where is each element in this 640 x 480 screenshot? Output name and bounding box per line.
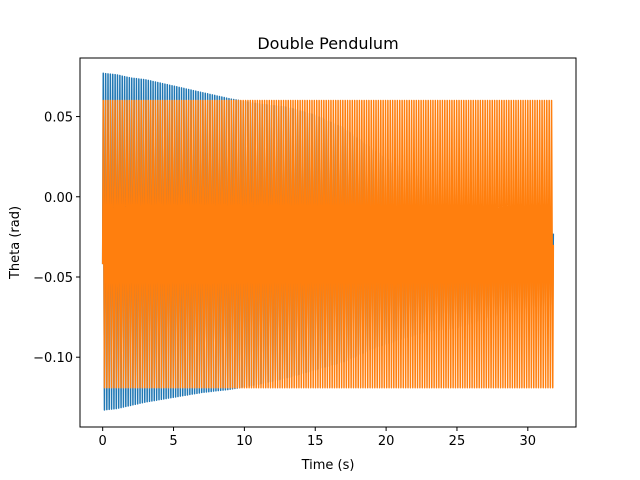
chart-title: Double Pendulum bbox=[257, 34, 398, 53]
y-tick-label: −0.05 bbox=[33, 271, 73, 286]
x-axis-label: Time (s) bbox=[301, 458, 355, 473]
x-tick-label: 10 bbox=[236, 434, 253, 449]
plot-area bbox=[101, 72, 555, 411]
x-tick-label: 5 bbox=[169, 434, 177, 449]
axes-frame bbox=[79, 57, 577, 428]
x-tick-label: 15 bbox=[307, 434, 324, 449]
y-tick-label: 0.00 bbox=[44, 191, 73, 206]
x-tick-label: 0 bbox=[99, 434, 107, 449]
y-tick-label: −0.10 bbox=[33, 351, 73, 366]
x-tick-label: 25 bbox=[449, 434, 466, 449]
y-axis-label: Theta (rad) bbox=[8, 206, 23, 280]
x-tick-label: 30 bbox=[520, 434, 537, 449]
x-axis: 0 5 10 15 20 25 30 bbox=[99, 427, 537, 449]
series-line-2 bbox=[101, 99, 555, 389]
x-tick-label: 20 bbox=[378, 434, 395, 449]
y-tick-label: 0.05 bbox=[44, 111, 73, 126]
y-axis: −0.10 −0.05 0.00 0.05 bbox=[33, 111, 80, 366]
